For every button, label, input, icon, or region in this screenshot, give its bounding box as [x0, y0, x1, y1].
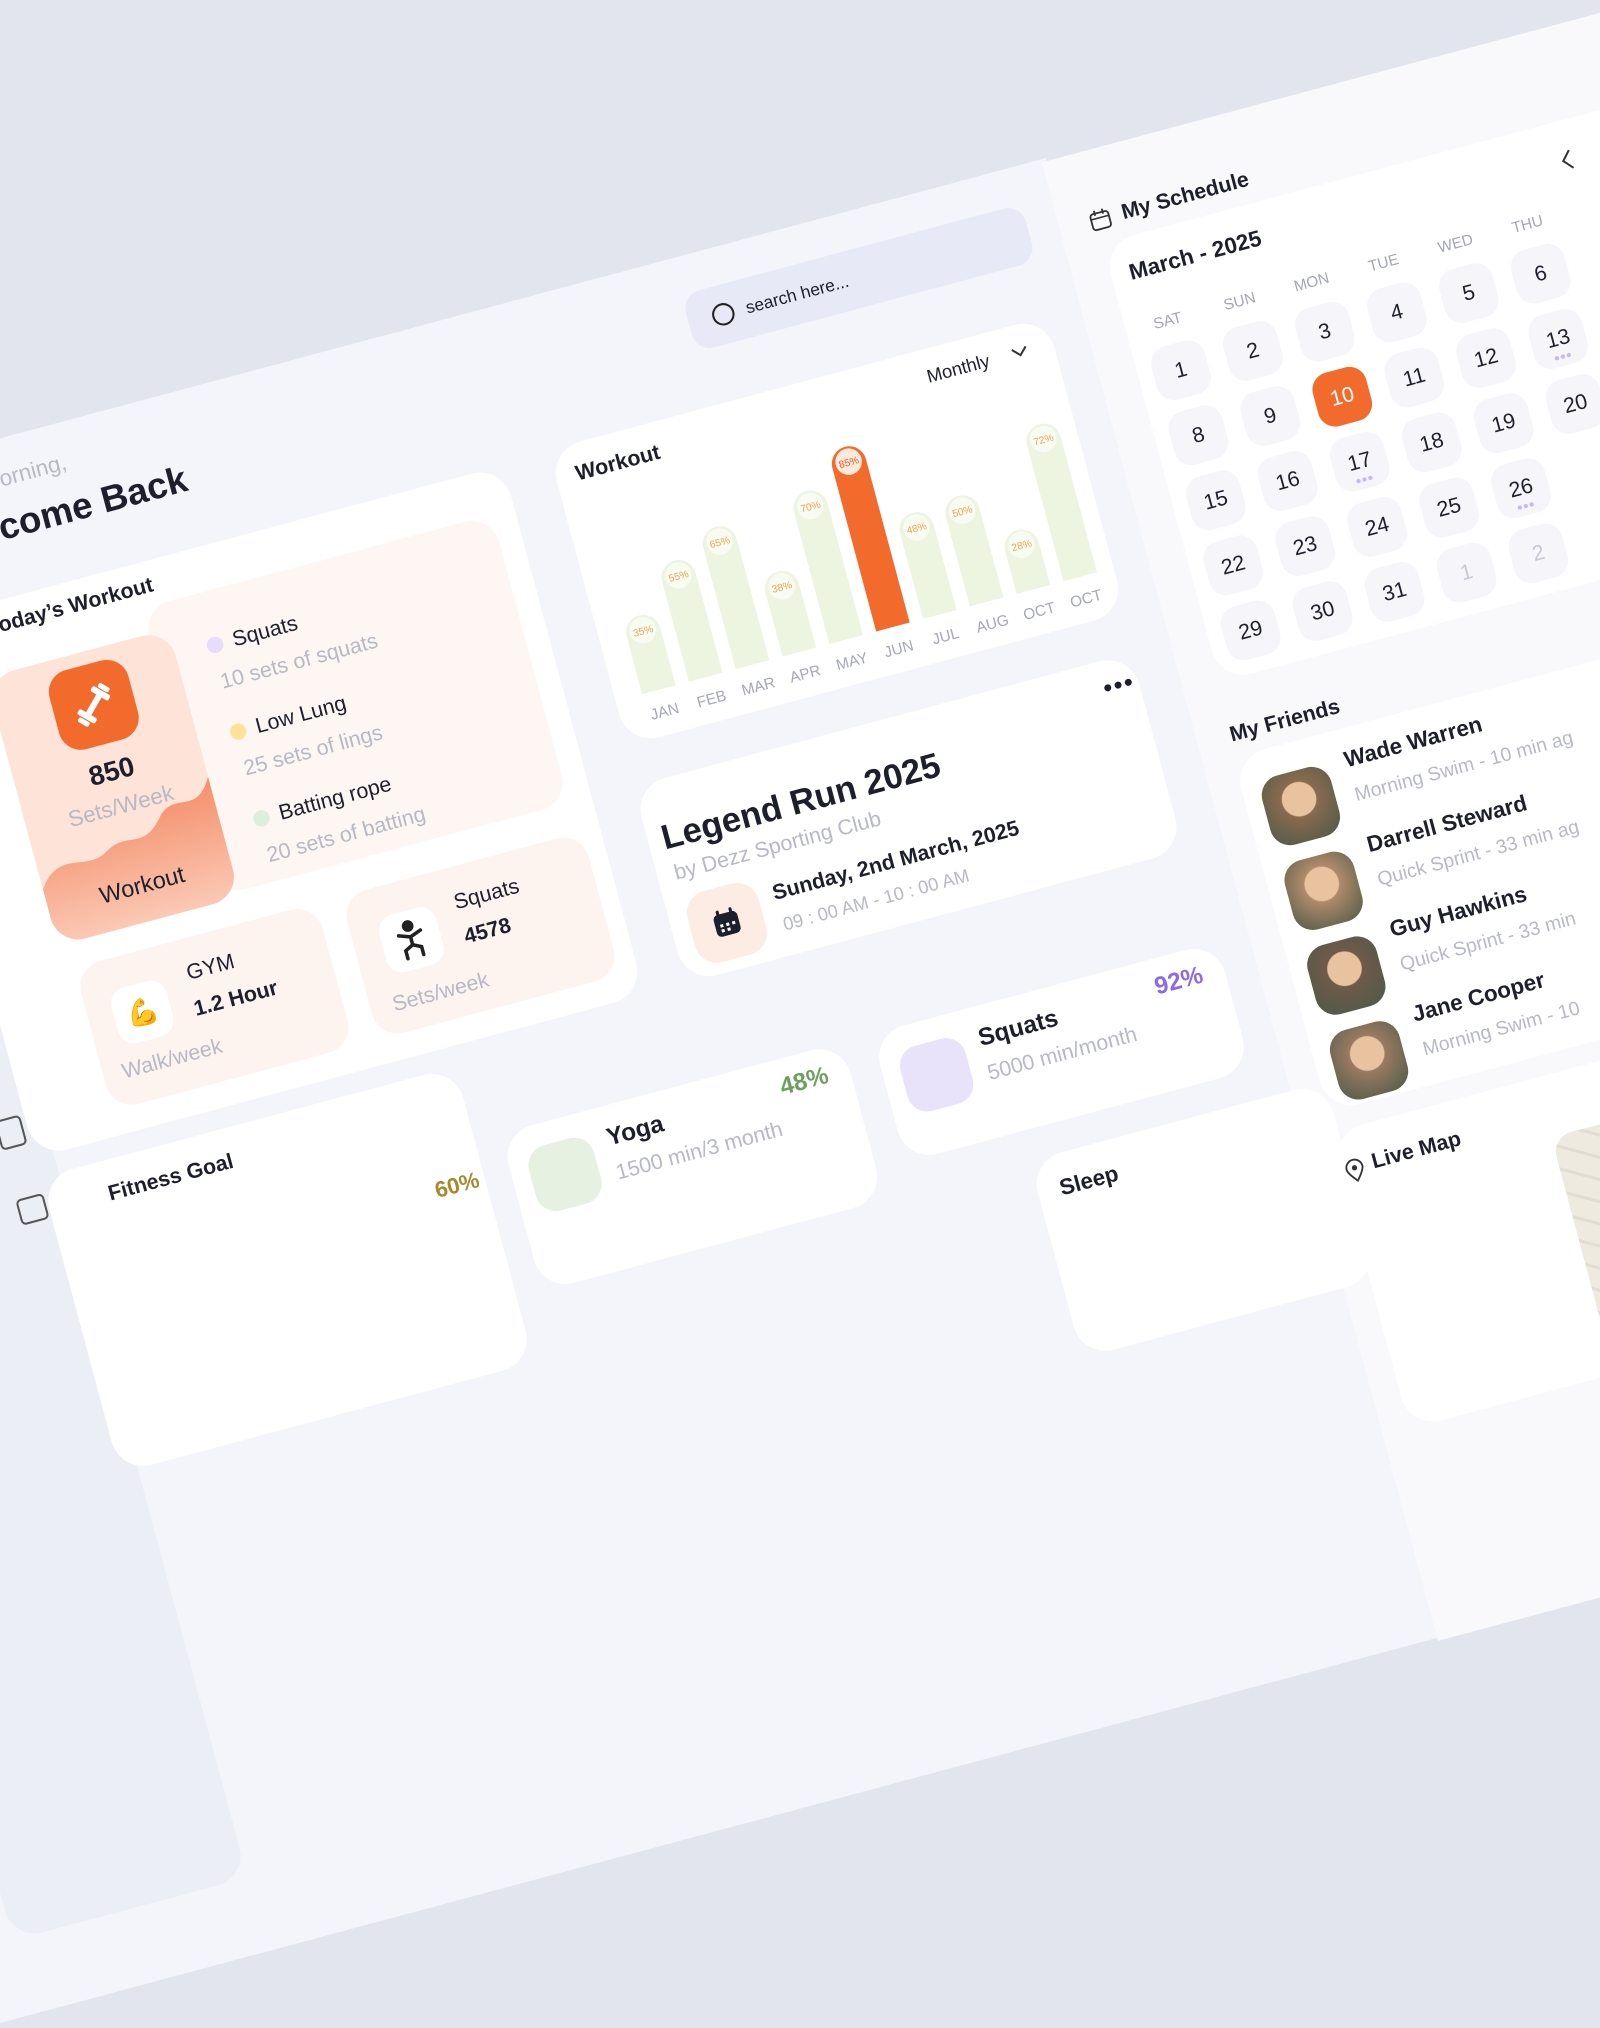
x-tick-label: JUN	[882, 637, 915, 661]
value-label-badge	[835, 448, 862, 475]
bar	[831, 446, 910, 632]
value-label: 70%	[799, 500, 822, 516]
value-label: 28%	[1011, 538, 1034, 554]
value-label-badge	[665, 562, 692, 589]
day: 25	[1434, 493, 1464, 522]
x-tick-label: JAN	[649, 700, 681, 724]
total-box	[0, 628, 241, 946]
schedule-icon	[1089, 208, 1112, 232]
value-label: 50%	[951, 504, 974, 520]
day: 12	[1471, 343, 1501, 373]
total-wave	[42, 776, 241, 946]
bar	[793, 490, 863, 645]
x-tick-label: MAY	[834, 649, 869, 674]
x-tick-label: JUL	[930, 625, 961, 648]
value-label: 85%	[838, 455, 861, 471]
value-label: 38%	[771, 580, 794, 596]
value-label: 72%	[1032, 433, 1055, 449]
event-icon	[681, 877, 772, 968]
value-label-badge	[706, 528, 733, 555]
value-label-badge	[1008, 531, 1035, 559]
day: 23	[1290, 531, 1320, 561]
map-pin	[1345, 1158, 1364, 1182]
value-label-badge	[1030, 425, 1057, 453]
search-icon	[709, 300, 738, 329]
sidebar-icon[interactable]	[15, 1192, 50, 1226]
day: 26	[1506, 473, 1536, 503]
day: 15	[1201, 485, 1231, 515]
calendar-icon	[713, 907, 741, 937]
sidebar-icon[interactable]	[0, 1114, 28, 1151]
value-label-badge	[768, 573, 795, 600]
day: 13	[1543, 324, 1573, 354]
dumbbell-icon	[77, 683, 111, 727]
value-label: 35%	[632, 624, 655, 640]
day: 20	[1561, 389, 1591, 419]
total-icon	[43, 654, 144, 755]
day: 18	[1417, 428, 1447, 457]
x-tick-label: AUG	[974, 612, 1010, 637]
workout-chart: JAN 35% FEB 55% MAR 65% APR 38% MAY 70% JUN 85% JUL 4…	[626, 423, 1104, 724]
day: 17	[1345, 447, 1375, 477]
value-label-badge	[903, 514, 930, 541]
x-tick-label: OCT	[1022, 599, 1058, 624]
x-tick-label: APR	[788, 662, 823, 687]
day: 24	[1362, 512, 1392, 542]
prev-month[interactable]	[1557, 147, 1577, 172]
value-label: 65%	[709, 535, 732, 551]
squats-icon	[375, 903, 448, 977]
day: 29	[1236, 616, 1266, 645]
selected-day: 10	[1327, 382, 1357, 412]
day: 30	[1308, 596, 1338, 626]
period-chevron[interactable]	[1008, 343, 1031, 362]
day: 22	[1218, 550, 1248, 580]
bar	[702, 526, 770, 670]
value-label-badge	[948, 497, 976, 524]
value-label-badge	[629, 617, 657, 644]
day: 31	[1380, 577, 1410, 607]
value-label: 48%	[906, 521, 929, 537]
value-label-badge	[797, 492, 824, 520]
day: 19	[1489, 408, 1519, 438]
x-tick-label: OCT	[1068, 587, 1104, 612]
x-tick-label: MAR	[740, 674, 777, 699]
value-label: 55%	[668, 569, 691, 585]
bar	[661, 560, 723, 682]
day: 16	[1273, 466, 1303, 496]
x-tick-label: FEB	[695, 687, 728, 711]
search-placeholder: search here...	[743, 271, 851, 318]
bar	[1026, 423, 1097, 582]
squat-figure	[396, 920, 426, 961]
